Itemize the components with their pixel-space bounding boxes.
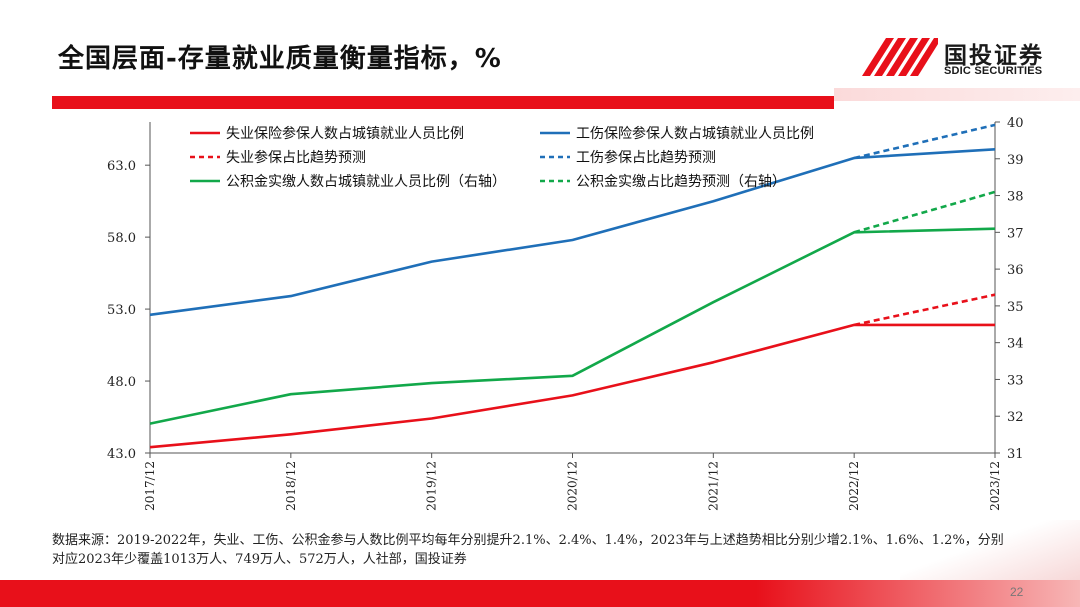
- title-bar-fade: [834, 88, 1080, 101]
- series-line: [149, 323, 995, 449]
- y-left-tick-label: 63.0: [107, 159, 136, 174]
- legend-entry: 工伤参保占比趋势预测: [540, 149, 716, 166]
- series-line: [853, 123, 996, 160]
- x-tick-label: 2017/12: [143, 461, 157, 511]
- y-right-tick-label: 33: [1007, 373, 1024, 388]
- y-left-tick-label: 53.0: [107, 303, 136, 318]
- legend-entry: 公积金实缴占比趋势预测（右轴）: [540, 174, 786, 190]
- series-line: [149, 148, 996, 317]
- logo-text-en: SDIC SECURITIES: [944, 65, 1043, 77]
- brand-logo: 国投证券 SDIC SECURITIES: [860, 36, 1060, 80]
- series-line: [853, 293, 996, 327]
- footer-bar: [0, 580, 1080, 607]
- y-right-tick-label: 37: [1007, 226, 1024, 241]
- series-line: [853, 190, 996, 234]
- y-right-tick-label: 35: [1007, 300, 1024, 315]
- page-number: 22: [1010, 585, 1024, 599]
- y-left-tick-label: 48.0: [107, 375, 136, 390]
- line-chart: 43.0 48.0 53.0 58.0 63.0 31 32 33 34 35 36 37 38 39 40…: [107, 116, 1024, 511]
- y-right-tick-label: 39: [1007, 153, 1024, 168]
- legend-label: 公积金实缴人数占城镇就业人员比例（右轴）: [226, 174, 506, 190]
- legend-entry: 失业参保占比趋势预测: [190, 149, 366, 166]
- legend-label: 工伤保险参保人数占城镇就业人员比例: [576, 125, 814, 142]
- y-right-tick-label: 40: [1007, 116, 1024, 131]
- legend-entry: 失业保险参保人数占城镇就业人员比例: [190, 125, 464, 142]
- y-right-tick-label: 34: [1007, 337, 1024, 352]
- x-tick-label: 2018/12: [284, 461, 298, 511]
- y-left-tick-label: 43.0: [107, 447, 136, 462]
- legend-label: 失业保险参保人数占城镇就业人员比例: [226, 125, 464, 142]
- x-tick-label: 2019/12: [425, 461, 439, 511]
- footer-decoration: [900, 520, 1080, 580]
- legend-entry: 公积金实缴人数占城镇就业人员比例（右轴）: [190, 174, 506, 190]
- x-tick-label: 2021/12: [706, 461, 720, 511]
- source-note: 数据来源：2019-2022年，失业、工伤、公积金参与人数比例平均每年分别提升2…: [52, 533, 1004, 567]
- series-line: [149, 227, 996, 425]
- y-right-tick-label: 31: [1007, 447, 1024, 462]
- x-tick-label: 2023/12: [988, 461, 1002, 511]
- x-tick-label: 2022/12: [847, 461, 861, 511]
- page-title: 全国层面-存量就业质量衡量指标，%: [58, 44, 502, 74]
- y-left-tick-label: 58.0: [107, 231, 136, 246]
- title-bar: [52, 96, 834, 109]
- x-tick-label: 2020/12: [566, 461, 580, 511]
- legend-label: 公积金实缴占比趋势预测（右轴）: [576, 174, 786, 190]
- y-right-tick-label: 38: [1007, 190, 1024, 205]
- y-right-tick-label: 36: [1007, 263, 1024, 278]
- legend-label: 失业参保占比趋势预测: [226, 149, 366, 166]
- logo-mark-icon: [862, 38, 938, 76]
- y-right-tick-label: 32: [1007, 410, 1024, 425]
- logo-text-cn: 国投证券: [944, 43, 1044, 69]
- legend-label: 工伤参保占比趋势预测: [576, 149, 716, 166]
- legend-entry: 工伤保险参保人数占城镇就业人员比例: [540, 125, 814, 142]
